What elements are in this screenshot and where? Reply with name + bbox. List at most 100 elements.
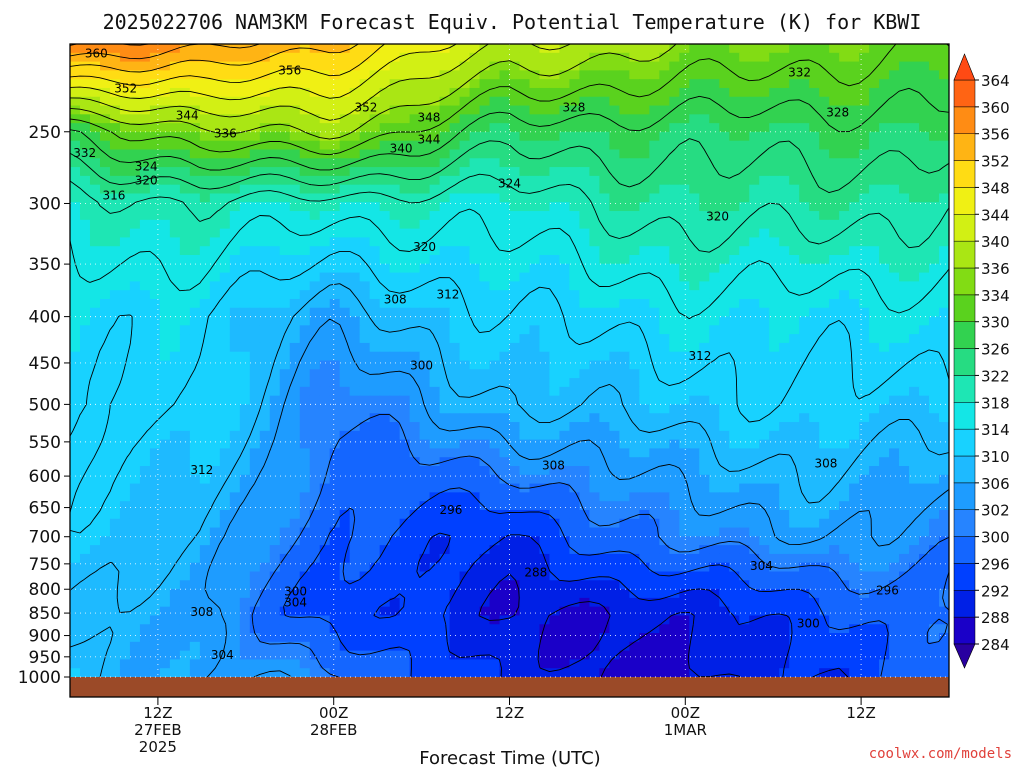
field-cell xyxy=(919,61,930,71)
field-cell xyxy=(629,439,640,450)
field-cell xyxy=(779,167,790,177)
field-cell xyxy=(149,175,161,186)
field-cell xyxy=(729,219,740,230)
field-cell xyxy=(99,307,111,318)
field-cell xyxy=(889,413,900,423)
field-cell xyxy=(879,509,890,520)
field-cell xyxy=(199,325,211,335)
field-cell xyxy=(299,263,311,274)
field-cell xyxy=(929,272,940,282)
field-cell xyxy=(359,149,371,159)
field-cell xyxy=(329,298,341,309)
field-cell xyxy=(619,351,630,362)
field-cell xyxy=(389,422,401,432)
field-cell xyxy=(919,281,930,291)
field-cell xyxy=(489,448,501,458)
field-cell xyxy=(699,184,710,195)
field-cell xyxy=(709,307,720,318)
field-cell xyxy=(409,255,421,265)
field-cell xyxy=(379,501,391,511)
field-cell xyxy=(509,263,521,274)
field-cell xyxy=(349,70,361,80)
field-cell xyxy=(479,263,491,274)
field-cell xyxy=(569,527,581,537)
field-cell xyxy=(809,255,820,265)
field-cell xyxy=(789,255,800,265)
field-cell xyxy=(559,70,571,80)
field-cell xyxy=(379,298,391,309)
field-cell xyxy=(259,483,271,493)
field-cell xyxy=(839,360,850,370)
field-cell xyxy=(939,439,949,450)
field-cell xyxy=(899,404,910,414)
field-cell xyxy=(889,105,900,115)
field-cell xyxy=(739,334,750,344)
field-cell xyxy=(929,298,940,309)
field-cell xyxy=(599,272,610,282)
field-cell xyxy=(569,140,581,151)
field-cell xyxy=(519,211,531,221)
field-cell xyxy=(699,360,710,370)
field-cell xyxy=(689,413,700,423)
field-cell xyxy=(219,325,231,335)
field-cell xyxy=(609,61,620,71)
field-cell xyxy=(89,272,101,282)
field-cell xyxy=(749,448,760,458)
field-cell xyxy=(459,211,471,221)
field-cell xyxy=(679,466,690,476)
field-cell xyxy=(209,422,221,432)
field-cell xyxy=(219,202,231,212)
field-cell xyxy=(839,255,850,265)
field-cell xyxy=(799,378,810,388)
field-cell xyxy=(429,325,441,335)
field-cell xyxy=(179,298,191,309)
field-cell xyxy=(189,202,201,212)
field-cell xyxy=(799,228,810,239)
field-cell xyxy=(749,123,760,133)
field-cell xyxy=(679,202,690,212)
field-cell xyxy=(739,307,750,318)
field-cell xyxy=(269,422,281,432)
field-cell xyxy=(429,422,441,432)
field-cell xyxy=(309,202,321,212)
field-cell xyxy=(709,290,720,300)
field-cell xyxy=(839,501,850,511)
field-cell xyxy=(569,536,581,546)
field-cell xyxy=(889,501,900,511)
field-cell xyxy=(409,518,421,529)
field-cell xyxy=(529,237,541,247)
field-cell xyxy=(529,290,541,300)
field-cell xyxy=(869,316,880,326)
field-cell xyxy=(359,246,371,256)
field-cell xyxy=(809,149,820,159)
field-cell xyxy=(579,536,591,546)
field-cell xyxy=(649,430,660,441)
field-cell xyxy=(739,474,750,485)
field-cell xyxy=(139,79,151,89)
field-cell xyxy=(719,316,730,326)
field-cell xyxy=(99,474,111,485)
field-cell xyxy=(899,44,910,54)
field-cell xyxy=(749,105,760,115)
field-cell xyxy=(249,149,261,159)
field-cell xyxy=(149,386,161,397)
field-cell xyxy=(279,61,291,71)
field-cell xyxy=(549,105,561,115)
field-cell xyxy=(799,158,810,168)
field-cell xyxy=(609,202,620,212)
field-cell xyxy=(459,448,471,458)
field-cell xyxy=(569,290,581,300)
field-cell xyxy=(639,114,650,124)
field-cell xyxy=(929,228,940,239)
field-cell xyxy=(729,175,740,186)
field-cell xyxy=(359,474,371,485)
field-cell xyxy=(509,123,521,133)
field-cell xyxy=(899,334,910,344)
field-cell xyxy=(89,193,101,203)
field-cell xyxy=(529,272,541,282)
field-cell xyxy=(169,351,181,362)
field-cell xyxy=(339,175,351,186)
field-cell xyxy=(419,501,431,511)
field-cell xyxy=(609,457,620,467)
field-cell xyxy=(70,61,81,71)
